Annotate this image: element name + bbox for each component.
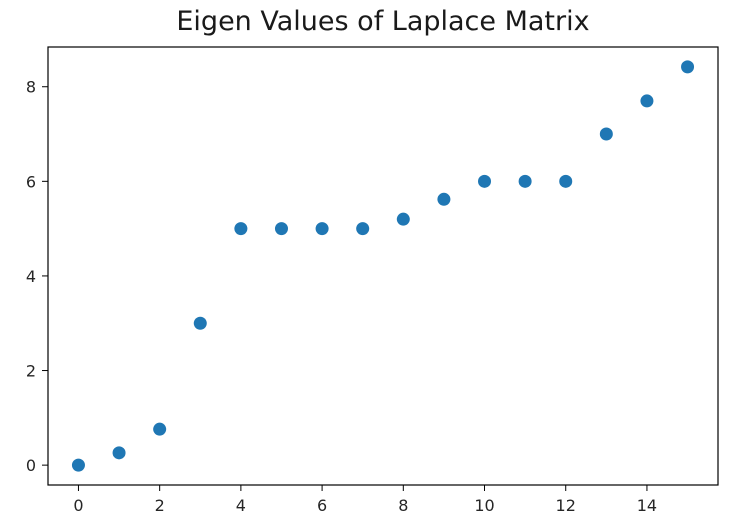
data-point xyxy=(640,94,654,108)
data-point xyxy=(681,60,695,74)
data-points xyxy=(71,60,695,472)
x-tick-label: 10 xyxy=(474,496,494,515)
y-tick-label: 2 xyxy=(26,362,36,381)
x-tick-label: 12 xyxy=(556,496,576,515)
plot-frame xyxy=(47,46,719,486)
x-tick-label: 6 xyxy=(317,496,327,515)
y-tick-label: 0 xyxy=(26,456,36,475)
chart-title: Eigen Values of Laplace Matrix xyxy=(176,6,590,37)
data-point xyxy=(193,316,207,330)
x-tick-label: 2 xyxy=(155,496,165,515)
y-tick-label: 4 xyxy=(26,267,36,286)
data-point xyxy=(315,222,329,236)
x-tick-label: 0 xyxy=(73,496,83,515)
data-point xyxy=(599,127,613,141)
data-point xyxy=(356,222,370,236)
data-point xyxy=(396,212,410,226)
data-point xyxy=(518,174,532,188)
x-tick-label: 14 xyxy=(637,496,657,515)
data-point xyxy=(437,192,451,206)
data-point xyxy=(559,174,573,188)
y-tick-label: 8 xyxy=(26,78,36,97)
data-point xyxy=(234,222,248,236)
x-axis: 0 2 4 6 8 10 12 14 xyxy=(73,485,657,515)
data-point xyxy=(478,174,492,188)
data-point xyxy=(112,446,126,460)
x-tick-label: 8 xyxy=(398,496,408,515)
y-tick-label: 6 xyxy=(26,172,36,191)
y-axis: 0 2 4 6 8 xyxy=(26,78,48,475)
data-point xyxy=(153,422,167,436)
x-tick-label: 4 xyxy=(236,496,246,515)
data-point xyxy=(71,458,85,472)
data-point xyxy=(274,222,288,236)
